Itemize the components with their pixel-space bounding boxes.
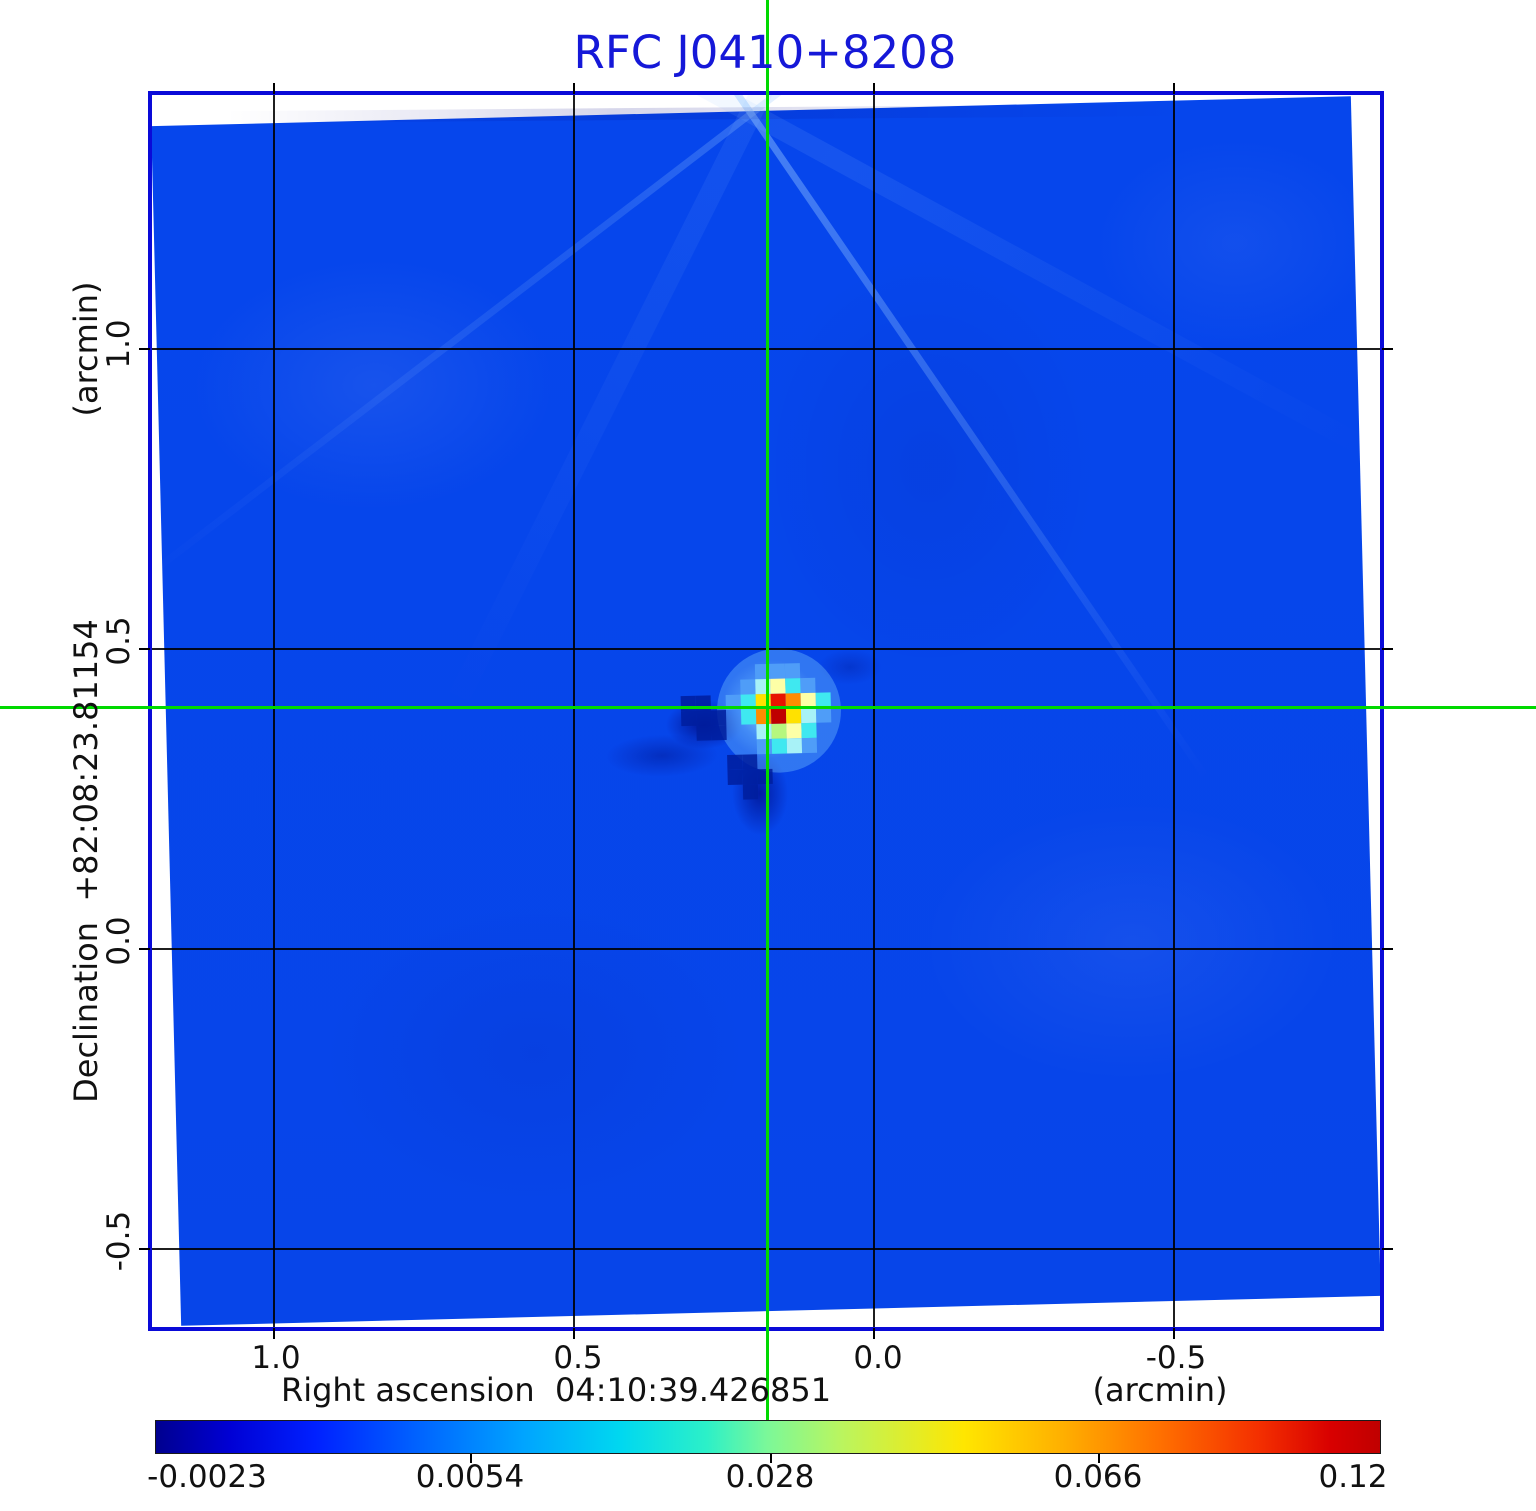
y-tick-label: 0.5 (101, 616, 137, 666)
crosshair-horizontal-line (0, 706, 1536, 709)
axis-tick (1173, 1328, 1175, 1339)
colorbar-tick-label: 0.12 (1318, 1459, 1388, 1495)
grid-line-ra--0.5 (1173, 95, 1175, 1327)
axis-tick (1382, 948, 1393, 950)
y-tick-label: 1.0 (101, 319, 137, 369)
axis-tick (139, 648, 150, 650)
grid-line-ra-1.0 (273, 95, 275, 1327)
y-axis-unit-label: (arcmin) (67, 281, 105, 417)
colorbar-tick (470, 1454, 472, 1463)
colorbar (155, 1420, 1381, 1454)
colorbar-tick (770, 1454, 772, 1463)
colorbar-tick (1098, 1454, 1100, 1463)
colorbar-tick-label: -0.0023 (147, 1459, 267, 1495)
axis-tick (573, 1328, 575, 1339)
axis-tick (273, 83, 275, 94)
x-tick-label: 1.0 (251, 1340, 301, 1376)
axis-tick (573, 83, 575, 94)
x-tick-label: -0.5 (1145, 1340, 1207, 1376)
grid-line-ra-0.0 (873, 95, 875, 1327)
grid-line-ra-0.5 (573, 95, 575, 1327)
axis-tick (1173, 83, 1175, 94)
axis-tick (139, 948, 150, 950)
axis-tick (139, 348, 150, 350)
axis-tick (273, 1328, 275, 1339)
x-tick-label: 0.5 (553, 1340, 603, 1376)
axis-tick (1382, 1248, 1393, 1250)
axis-tick (139, 1248, 150, 1250)
y-tick-label: -0.5 (101, 1210, 137, 1272)
axis-tick (873, 1328, 875, 1339)
axis-tick (1382, 648, 1393, 650)
figure-title: RFC J0410+8208 (573, 26, 957, 79)
colorbar-tick-label: 0.0054 (415, 1459, 525, 1495)
x-axis-label: Right ascension 04:10:39.426851 (280, 1371, 832, 1409)
colorbar-tick-label: 0.028 (725, 1459, 815, 1495)
axis-tick (873, 83, 875, 94)
x-tick-label: 0.0 (853, 1340, 903, 1376)
y-axis-label: Declination +82:08:23.81154 (67, 619, 105, 1103)
crosshair-vertical-line (766, 0, 769, 1420)
y-tick-label: 0.0 (101, 916, 137, 966)
x-axis-unit-label: (arcmin) (1092, 1371, 1228, 1409)
axis-tick (1382, 348, 1393, 350)
colorbar-tick-label: 0.066 (1053, 1459, 1143, 1495)
